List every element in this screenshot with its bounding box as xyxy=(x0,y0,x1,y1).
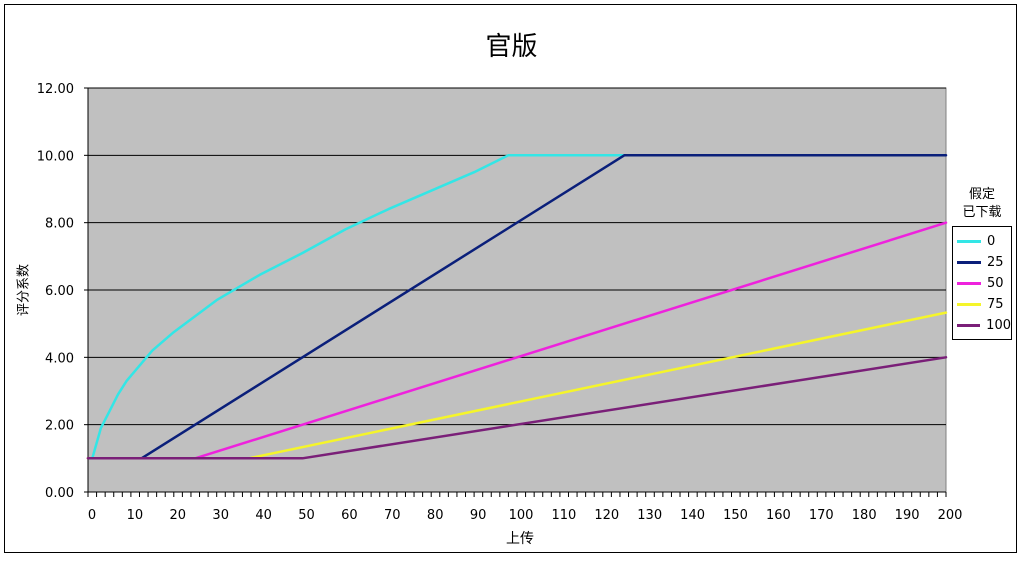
legend-label: 50 xyxy=(987,276,1004,291)
x-tick-label: 190 xyxy=(895,508,920,523)
x-tick-label: 150 xyxy=(723,508,748,523)
legend-label: 25 xyxy=(987,255,1004,270)
legend-swatch xyxy=(957,240,981,243)
y-tick-label: 6.00 xyxy=(45,284,74,299)
x-tick-label: 10 xyxy=(127,508,144,523)
series-line-0 xyxy=(91,154,626,460)
y-tick-label: 10.00 xyxy=(37,149,74,164)
x-tick-label: 110 xyxy=(551,508,576,523)
x-tick-label: 30 xyxy=(212,508,229,523)
y-tick-label: 0.00 xyxy=(45,486,74,501)
legend-label: 100 xyxy=(986,318,1011,333)
x-tick-label: 20 xyxy=(170,508,187,523)
y-tick-label: 12.00 xyxy=(37,82,74,97)
legend-label: 75 xyxy=(987,297,1004,312)
y-tick-label: 4.00 xyxy=(45,351,74,366)
legend-item: 0 xyxy=(953,231,1011,252)
legend-title-line: 假定 xyxy=(968,187,995,202)
legend-swatch xyxy=(957,282,981,285)
legend-title: 假定 已下载 xyxy=(952,186,1012,222)
y-axis-label: 评分系数 xyxy=(16,263,32,317)
x-tick-label: 60 xyxy=(341,508,358,523)
x-tick-label: 160 xyxy=(766,508,791,523)
legend-swatch xyxy=(957,324,981,327)
x-tick-label: 200 xyxy=(938,508,963,523)
x-tick-label: 140 xyxy=(680,508,705,523)
legend-label: 0 xyxy=(987,234,996,249)
x-tick-label: 80 xyxy=(427,508,444,523)
x-tick-label: 180 xyxy=(852,508,877,523)
x-tick-label: 130 xyxy=(637,508,662,523)
x-tick-label: 0 xyxy=(88,508,96,523)
y-tick-label: 2.00 xyxy=(45,419,74,434)
legend-item: 50 xyxy=(953,273,1011,294)
x-tick-label: 90 xyxy=(470,508,487,523)
series-line-100 xyxy=(86,356,948,460)
y-tick-label: 8.00 xyxy=(45,217,74,232)
legend-title-line: 已下载 xyxy=(962,205,1002,220)
legend-item: 75 xyxy=(953,294,1011,315)
legend: 0 25 50 75 100 xyxy=(952,226,1012,340)
chart-title: 官版 xyxy=(485,32,538,62)
legend-item: 25 xyxy=(953,252,1011,273)
legend-swatch xyxy=(957,303,981,306)
x-tick-label: 50 xyxy=(298,508,315,523)
x-tick-label: 70 xyxy=(384,508,401,523)
x-tick-label: 40 xyxy=(255,508,272,523)
x-tick-label: 170 xyxy=(809,508,834,523)
x-tick-label: 120 xyxy=(594,508,619,523)
legend-item: 100 xyxy=(953,315,1011,336)
legend-swatch xyxy=(957,261,981,264)
x-axis-label: 上传 xyxy=(506,531,534,547)
x-tick-label: 100 xyxy=(509,508,534,523)
